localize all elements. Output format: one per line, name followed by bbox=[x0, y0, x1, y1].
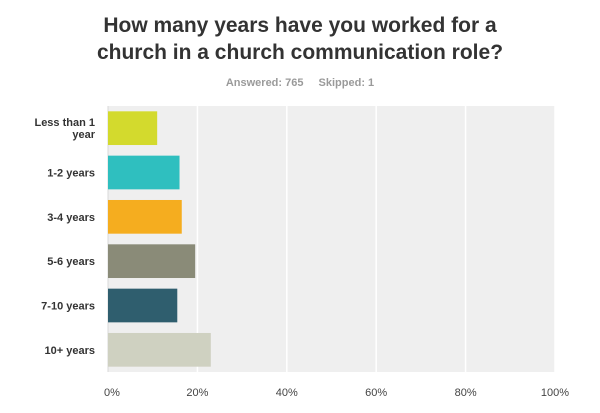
category-label: Less than 1 year bbox=[34, 117, 95, 141]
category-labels: Less than 1 year 1-2 years 3-4 years 5-6 yea… bbox=[34, 117, 95, 357]
chart-title-line-1: How many years have you worked for a bbox=[103, 14, 497, 37]
skipped-count: Skipped: 1 bbox=[318, 77, 375, 89]
bar[interactable] bbox=[108, 155, 180, 190]
x-tick-label: 100% bbox=[541, 387, 569, 399]
chart-title-line-2: church in a church communication role? bbox=[96, 41, 504, 64]
x-tick-label: 40% bbox=[276, 387, 298, 399]
response-summary: Answered: 765 Skipped: 1 bbox=[0, 77, 600, 89]
bars bbox=[108, 111, 211, 367]
bar[interactable] bbox=[108, 332, 211, 367]
bar[interactable] bbox=[108, 288, 178, 323]
x-tick-label: 20% bbox=[186, 387, 208, 399]
x-tick-label: 60% bbox=[365, 387, 387, 399]
answered-count: Answered: 765 bbox=[225, 77, 304, 89]
bar[interactable] bbox=[108, 244, 196, 279]
category-label: 10+ years bbox=[45, 345, 95, 357]
category-label: 5-6 years bbox=[47, 256, 95, 268]
x-tick-label: 0% bbox=[104, 387, 120, 399]
grid-lines bbox=[107, 106, 556, 372]
x-tick-labels: 0% 20% 40% 60% 80% 100% bbox=[104, 387, 569, 399]
x-tick-label: 80% bbox=[455, 387, 477, 399]
category-label: 1-2 years bbox=[47, 168, 95, 180]
plot-background bbox=[108, 106, 555, 372]
bar[interactable] bbox=[108, 111, 158, 146]
bar[interactable] bbox=[108, 199, 182, 234]
chart-title: How many years have you worked for a chu… bbox=[0, 12, 600, 66]
category-label: 3-4 years bbox=[47, 212, 95, 224]
category-label: 7-10 years bbox=[41, 301, 95, 313]
